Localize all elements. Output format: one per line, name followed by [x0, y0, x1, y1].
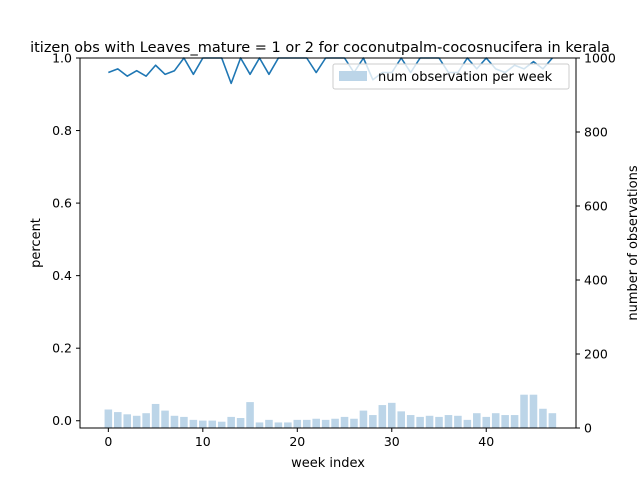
- bar: [520, 394, 528, 428]
- legend-swatch: [339, 71, 367, 81]
- bar: [189, 419, 198, 428]
- bar: [255, 422, 264, 428]
- bar: [510, 415, 519, 428]
- bar: [321, 419, 330, 428]
- bar: [123, 414, 132, 428]
- y-axis-right: 0 200 400 600 800 1000: [576, 51, 616, 436]
- y-left-tick-label: 0.2: [52, 341, 72, 356]
- bar: [302, 419, 311, 428]
- y-left-tick-label: 0.4: [52, 268, 72, 283]
- bar: [312, 418, 320, 428]
- bar: [227, 416, 235, 428]
- x-tick-label: 0: [104, 434, 112, 449]
- bar: [539, 408, 547, 428]
- y-axis-right-label: number of observations: [626, 165, 640, 320]
- x-tick-label: 20: [289, 434, 305, 449]
- chart-title: itizen obs with Leaves_mature = 1 or 2 f…: [30, 40, 610, 56]
- bar: [416, 416, 424, 428]
- bar: [246, 402, 254, 428]
- bar: [104, 409, 113, 428]
- bar: [151, 403, 160, 428]
- bar: [170, 415, 179, 428]
- x-tick-label: 10: [195, 434, 211, 449]
- bar: [274, 422, 283, 428]
- y-right-tick-label: 200: [584, 347, 608, 362]
- bar: [444, 415, 453, 428]
- bar: [331, 418, 339, 428]
- legend-box: [332, 63, 570, 90]
- y-right-tick-label: 400: [584, 273, 608, 288]
- bar: [378, 405, 387, 428]
- bar: [208, 420, 217, 428]
- y-right-tick-label: 800: [584, 125, 608, 140]
- bar: [473, 413, 481, 428]
- bar: [350, 418, 358, 428]
- y-left-tick-label: 0.0: [52, 413, 72, 428]
- bar: [435, 416, 443, 428]
- bar-series: [104, 394, 557, 428]
- bar: [293, 419, 302, 428]
- bar: [199, 420, 207, 428]
- bar: [236, 418, 245, 428]
- y-left-tick-label: 1.0: [52, 51, 72, 66]
- y-left-tick-label: 0.6: [52, 196, 72, 211]
- bar: [454, 415, 462, 428]
- bar: [132, 415, 141, 428]
- bar: [501, 415, 509, 428]
- x-axis-label: week index: [291, 456, 365, 471]
- y-axis-left: 0.0 0.2 0.4 0.6 0.8 1.0: [52, 51, 80, 428]
- plot-frame: [79, 57, 577, 429]
- y-right-tick-label: 0: [584, 421, 592, 436]
- bar: [463, 419, 472, 428]
- bar: [180, 416, 188, 428]
- legend: num observation per week: [332, 63, 570, 90]
- bar: [425, 415, 434, 428]
- bar: [340, 416, 349, 428]
- x-tick-label: 30: [384, 434, 400, 449]
- bar: [265, 419, 273, 428]
- bar: [397, 411, 405, 428]
- x-axis: 0 10 20 30 40: [104, 428, 494, 449]
- bar: [217, 421, 226, 428]
- bar: [369, 415, 377, 428]
- bar: [284, 422, 292, 428]
- x-tick-label: 40: [478, 434, 494, 449]
- bar: [142, 413, 150, 428]
- bar: [406, 415, 415, 428]
- bar: [548, 413, 557, 428]
- bar: [114, 412, 122, 428]
- y-left-tick-label: 0.8: [52, 123, 72, 138]
- legend-label: num observation per week: [378, 70, 553, 85]
- y-right-tick-label: 600: [584, 199, 608, 214]
- bar: [482, 416, 491, 428]
- bar: [161, 410, 169, 428]
- y-right-tick-label: 1000: [584, 51, 616, 66]
- bar: [491, 413, 500, 428]
- bar: [529, 394, 538, 428]
- bar: [387, 402, 396, 428]
- bar: [359, 410, 368, 428]
- y-axis-left-label: percent: [29, 218, 44, 268]
